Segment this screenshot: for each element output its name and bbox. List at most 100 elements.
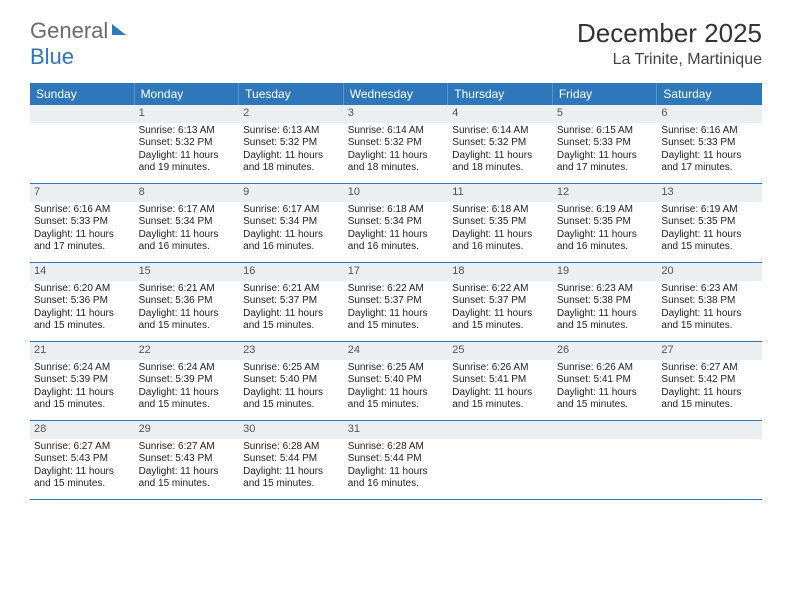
day-details: Sunrise: 6:27 AMSunset: 5:42 PMDaylight:… <box>661 362 758 412</box>
day-number: 12 <box>553 184 658 202</box>
day-details: Sunrise: 6:28 AMSunset: 5:44 PMDaylight:… <box>348 441 445 491</box>
day-details: Sunrise: 6:22 AMSunset: 5:37 PMDaylight:… <box>452 283 549 333</box>
day-number: 8 <box>135 184 240 202</box>
day-cell: 28 Sunrise: 6:27 AMSunset: 5:43 PMDayligh… <box>30 421 135 499</box>
week-row: 7Sunrise: 6:16 AMSunset: 5:33 PMDaylight… <box>30 184 762 263</box>
day-cell: 17 Sunrise: 6:22 AMSunset: 5:37 PMDayligh… <box>344 263 449 341</box>
day-cell: 25Sunrise: 6:26 AMSunset: 5:41 PMDayligh… <box>448 342 553 420</box>
day-cell: 3Sunrise: 6:14 AMSunset: 5:32 PMDaylight… <box>344 105 449 183</box>
day-cell <box>30 105 135 183</box>
day-number: 13 <box>657 184 762 202</box>
day-cell: 27Sunrise: 6:27 AMSunset: 5:42 PMDayligh… <box>657 342 762 420</box>
dow-friday: Friday <box>553 83 658 105</box>
day-cell: 30 Sunrise: 6:28 AMSunset: 5:44 PMDayligh… <box>239 421 344 499</box>
dow-saturday: Saturday <box>657 83 762 105</box>
day-details: Sunrise: 6:23 AMSunset: 5:38 PMDaylight:… <box>557 283 654 333</box>
day-number: 23 <box>239 342 344 360</box>
day-details: Sunrise: 6:19 AMSunset: 5:35 PMDaylight:… <box>661 204 758 254</box>
day-details: Sunrise: 6:24 AMSunset: 5:39 PMDaylight:… <box>34 362 131 412</box>
day-number <box>30 105 135 123</box>
day-number: 24 <box>344 342 449 360</box>
day-details: Sunrise: 6:25 AMSunset: 5:40 PMDaylight:… <box>348 362 445 412</box>
day-number: 25 <box>448 342 553 360</box>
day-cell: 11Sunrise: 6:18 AMSunset: 5:35 PMDayligh… <box>448 184 553 262</box>
day-number: 5 <box>553 105 658 123</box>
day-cell: 29 Sunrise: 6:27 AMSunset: 5:43 PMDayligh… <box>135 421 240 499</box>
day-number <box>448 421 553 439</box>
day-cell: 2Sunrise: 6:13 AMSunset: 5:32 PMDaylight… <box>239 105 344 183</box>
day-details: Sunrise: 6:28 AMSunset: 5:44 PMDaylight:… <box>243 441 340 491</box>
day-details: Sunrise: 6:27 AMSunset: 5:43 PMDaylight:… <box>34 441 131 491</box>
day-details: Sunrise: 6:20 AMSunset: 5:36 PMDaylight:… <box>34 283 131 333</box>
logo-text-1: General <box>30 18 108 44</box>
day-cell: 26Sunrise: 6:26 AMSunset: 5:41 PMDayligh… <box>553 342 658 420</box>
day-details: Sunrise: 6:25 AMSunset: 5:40 PMDaylight:… <box>243 362 340 412</box>
day-cell: 1 Sunrise: 6:13 AMSunset: 5:32 PMDaylight… <box>135 105 240 183</box>
month-title: December 2025 <box>577 18 762 49</box>
day-number: 29 <box>135 421 240 439</box>
day-number: 2 <box>239 105 344 123</box>
day-cell: 10 Sunrise: 6:18 AMSunset: 5:34 PMDayligh… <box>344 184 449 262</box>
day-cell: 18 Sunrise: 6:22 AMSunset: 5:37 PMDayligh… <box>448 263 553 341</box>
day-number: 22 <box>135 342 240 360</box>
day-cell <box>448 421 553 499</box>
day-number: 1 <box>135 105 240 123</box>
dow-thursday: Thursday <box>448 83 553 105</box>
day-number: 31 <box>344 421 449 439</box>
dow-sunday: Sunday <box>30 83 135 105</box>
day-cell: 31 Sunrise: 6:28 AMSunset: 5:44 PMDayligh… <box>344 421 449 499</box>
dow-wednesday: Wednesday <box>344 83 449 105</box>
day-cell <box>553 421 658 499</box>
day-details: Sunrise: 6:19 AMSunset: 5:35 PMDaylight:… <box>557 204 654 254</box>
location: La Trinite, Martinique <box>577 51 762 69</box>
day-details: Sunrise: 6:15 AMSunset: 5:33 PMDaylight:… <box>557 125 654 175</box>
day-details: Sunrise: 6:18 AMSunset: 5:35 PMDaylight:… <box>452 204 549 254</box>
day-cell: 16 Sunrise: 6:21 AMSunset: 5:37 PMDayligh… <box>239 263 344 341</box>
day-details: Sunrise: 6:17 AMSunset: 5:34 PMDaylight:… <box>243 204 340 254</box>
day-details: Sunrise: 6:16 AMSunset: 5:33 PMDaylight:… <box>661 125 758 175</box>
day-number <box>657 421 762 439</box>
day-details: Sunrise: 6:21 AMSunset: 5:36 PMDaylight:… <box>139 283 236 333</box>
day-details: Sunrise: 6:27 AMSunset: 5:43 PMDaylight:… <box>139 441 236 491</box>
day-cell: 22 Sunrise: 6:24 AMSunset: 5:39 PMDayligh… <box>135 342 240 420</box>
day-details: Sunrise: 6:18 AMSunset: 5:34 PMDaylight:… <box>348 204 445 254</box>
day-number: 9 <box>239 184 344 202</box>
day-cell: 8 Sunrise: 6:17 AMSunset: 5:34 PMDaylight… <box>135 184 240 262</box>
dow-tuesday: Tuesday <box>239 83 344 105</box>
day-cell: 7Sunrise: 6:16 AMSunset: 5:33 PMDaylight… <box>30 184 135 262</box>
logo: General <box>30 18 126 44</box>
day-number: 15 <box>135 263 240 281</box>
day-cell: 9 Sunrise: 6:17 AMSunset: 5:34 PMDaylight… <box>239 184 344 262</box>
logo-line2: Blue <box>30 44 74 70</box>
day-details: Sunrise: 6:13 AMSunset: 5:32 PMDaylight:… <box>139 125 236 175</box>
day-number: 7 <box>30 184 135 202</box>
day-details: Sunrise: 6:23 AMSunset: 5:38 PMDaylight:… <box>661 283 758 333</box>
day-cell: 4Sunrise: 6:14 AMSunset: 5:32 PMDaylight… <box>448 105 553 183</box>
day-number <box>553 421 658 439</box>
day-details: Sunrise: 6:14 AMSunset: 5:32 PMDaylight:… <box>348 125 445 175</box>
day-details: Sunrise: 6:22 AMSunset: 5:37 PMDaylight:… <box>348 283 445 333</box>
day-details: Sunrise: 6:14 AMSunset: 5:32 PMDaylight:… <box>452 125 549 175</box>
week-row: 21Sunrise: 6:24 AMSunset: 5:39 PMDayligh… <box>30 342 762 421</box>
week-row: 28Sunrise: 6:27 AMSunset: 5:43 PMDayligh… <box>30 421 762 500</box>
day-number: 14 <box>30 263 135 281</box>
day-number: 18 <box>448 263 553 281</box>
day-cell: 23 Sunrise: 6:25 AMSunset: 5:40 PMDayligh… <box>239 342 344 420</box>
day-number: 17 <box>344 263 449 281</box>
title-block: December 2025 La Trinite, Martinique <box>577 18 762 69</box>
day-details: Sunrise: 6:21 AMSunset: 5:37 PMDaylight:… <box>243 283 340 333</box>
day-number: 28 <box>30 421 135 439</box>
day-cell: 19Sunrise: 6:23 AMSunset: 5:38 PMDayligh… <box>553 263 658 341</box>
day-number: 6 <box>657 105 762 123</box>
day-number: 16 <box>239 263 344 281</box>
day-number: 26 <box>553 342 658 360</box>
day-cell: 6 Sunrise: 6:16 AMSunset: 5:33 PMDaylight… <box>657 105 762 183</box>
day-number: 10 <box>344 184 449 202</box>
logo-triangle-icon <box>112 24 126 35</box>
day-cell: 21Sunrise: 6:24 AMSunset: 5:39 PMDayligh… <box>30 342 135 420</box>
day-cell: 14 Sunrise: 6:20 AMSunset: 5:36 PMDayligh… <box>30 263 135 341</box>
day-details: Sunrise: 6:24 AMSunset: 5:39 PMDaylight:… <box>139 362 236 412</box>
day-number: 30 <box>239 421 344 439</box>
calendar: SundayMondayTuesdayWednesdayThursdayFrid… <box>30 83 762 500</box>
day-details: Sunrise: 6:17 AMSunset: 5:34 PMDaylight:… <box>139 204 236 254</box>
